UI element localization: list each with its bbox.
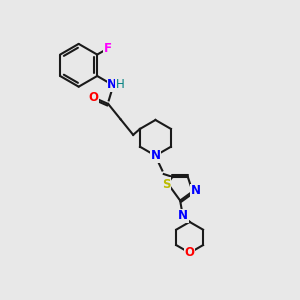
Text: H: H [116, 78, 124, 92]
Text: N: N [107, 78, 117, 92]
Text: N: N [178, 209, 188, 223]
Text: S: S [162, 178, 170, 190]
Text: O: O [184, 246, 195, 259]
Text: O: O [88, 91, 98, 104]
Text: N: N [151, 149, 160, 162]
Text: N: N [190, 184, 200, 197]
Text: F: F [104, 42, 112, 55]
